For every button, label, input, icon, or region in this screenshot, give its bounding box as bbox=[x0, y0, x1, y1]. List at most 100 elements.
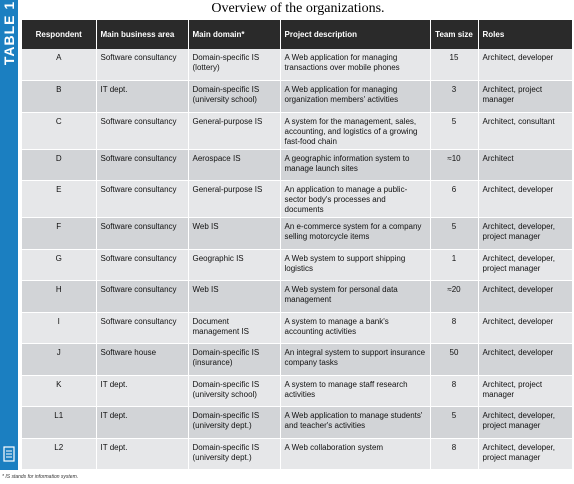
cell-business-area: Software consultancy bbox=[96, 217, 189, 250]
cell-domain: Web IS bbox=[188, 280, 281, 313]
table-row: D Software consultancy Aerospace IS A ge… bbox=[22, 149, 573, 181]
cell-description: A system to manage a bank's accounting a… bbox=[280, 312, 431, 344]
cell-team-size: 6 bbox=[430, 180, 479, 218]
table-footnote: * IS stands for information system. bbox=[2, 474, 79, 480]
table-row: B IT dept. Domain-specific IS (universit… bbox=[22, 80, 573, 113]
cell-team-size: 8 bbox=[430, 312, 479, 344]
cell-respondent: G bbox=[22, 249, 97, 281]
table-row: H Software consultancy Web IS A Web syst… bbox=[22, 280, 573, 313]
cell-description: A Web application to manage students' an… bbox=[280, 406, 431, 439]
cell-team-size: 15 bbox=[430, 49, 479, 81]
cell-roles: Architect, developer bbox=[478, 280, 573, 313]
cell-description: A Web system to support shipping logisti… bbox=[280, 249, 431, 281]
cell-domain: Document management IS bbox=[188, 312, 281, 344]
cell-team-size: 5 bbox=[430, 406, 479, 439]
cell-domain: Domain-specific IS (insurance) bbox=[188, 343, 281, 376]
cell-roles: Architect, developer, project manager bbox=[478, 249, 573, 281]
cell-description: An e-commerce system for a company selli… bbox=[280, 217, 431, 250]
cell-domain: Aerospace IS bbox=[188, 149, 281, 181]
cell-respondent: L1 bbox=[22, 406, 97, 439]
cell-description: A Web collaboration system bbox=[280, 438, 431, 470]
organizations-table: Respondent Main business area Main domai… bbox=[22, 20, 573, 470]
cell-respondent: J bbox=[22, 343, 97, 376]
cell-respondent: F bbox=[22, 217, 97, 250]
cell-business-area: Software consultancy bbox=[96, 312, 189, 344]
cell-team-size: ≈10 bbox=[430, 149, 479, 181]
cell-roles: Architect, developer bbox=[478, 180, 573, 218]
table-row: A Software consultancy Domain-specific I… bbox=[22, 49, 573, 81]
table-row: F Software consultancy Web IS An e-comme… bbox=[22, 217, 573, 250]
table-row: I Software consultancy Document manageme… bbox=[22, 312, 573, 344]
cell-respondent: H bbox=[22, 280, 97, 313]
header-respondent: Respondent bbox=[22, 20, 97, 49]
cell-roles: Architect, developer, project manager bbox=[478, 217, 573, 250]
table-row: E Software consultancy General-purpose I… bbox=[22, 180, 573, 218]
cell-roles: Architect, developer, project manager bbox=[478, 406, 573, 439]
cell-domain: Domain-specific IS (university dept.) bbox=[188, 406, 281, 439]
cell-business-area: Software consultancy bbox=[96, 112, 189, 150]
cell-respondent: I bbox=[22, 312, 97, 344]
cell-business-area: IT dept. bbox=[96, 375, 189, 407]
cell-roles: Architect, developer bbox=[478, 343, 573, 376]
document-icon bbox=[3, 446, 15, 462]
cell-team-size: 8 bbox=[430, 438, 479, 470]
cell-team-size: 3 bbox=[430, 80, 479, 113]
cell-respondent: E bbox=[22, 180, 97, 218]
cell-team-size: 8 bbox=[430, 375, 479, 407]
table-title: Overview of the organizations. bbox=[211, 1, 385, 16]
cell-description: An application to manage a public-sector… bbox=[280, 180, 431, 218]
cell-description: A system to manage staff research activi… bbox=[280, 375, 431, 407]
cell-roles: Architect, developer bbox=[478, 312, 573, 344]
cell-business-area: Software house bbox=[96, 343, 189, 376]
cell-description: A system for the management, sales, acco… bbox=[280, 112, 431, 150]
cell-roles: Architect, developer bbox=[478, 49, 573, 81]
header-team-size: Team size bbox=[430, 20, 479, 49]
cell-description: A Web application for managing organizat… bbox=[280, 80, 431, 113]
table-row: L2 IT dept. Domain-specific IS (universi… bbox=[22, 438, 573, 470]
cell-business-area: Software consultancy bbox=[96, 149, 189, 181]
cell-roles: Architect bbox=[478, 149, 573, 181]
header-project-description: Project description bbox=[280, 20, 431, 49]
cell-business-area: IT dept. bbox=[96, 80, 189, 113]
header-main-domain: Main domain* bbox=[188, 20, 281, 49]
cell-roles: Architect, project manager bbox=[478, 375, 573, 407]
cell-description: An integral system to support insurance … bbox=[280, 343, 431, 376]
cell-team-size: ≈20 bbox=[430, 280, 479, 313]
table-side-tab: TABLE 1 bbox=[0, 0, 18, 470]
cell-business-area: IT dept. bbox=[96, 406, 189, 439]
cell-domain: General-purpose IS bbox=[188, 112, 281, 150]
header-business-area: Main business area bbox=[96, 20, 189, 49]
cell-business-area: IT dept. bbox=[96, 438, 189, 470]
cell-respondent: B bbox=[22, 80, 97, 113]
cell-business-area: Software consultancy bbox=[96, 249, 189, 281]
cell-domain: Domain-specific IS (university school) bbox=[188, 80, 281, 113]
table-header-row: Respondent Main business area Main domai… bbox=[22, 20, 573, 49]
cell-business-area: Software consultancy bbox=[96, 280, 189, 313]
table-row: G Software consultancy Geographic IS A W… bbox=[22, 249, 573, 281]
header-roles: Roles bbox=[478, 20, 573, 49]
cell-respondent: D bbox=[22, 149, 97, 181]
cell-domain: General-purpose IS bbox=[188, 180, 281, 218]
cell-team-size: 5 bbox=[430, 217, 479, 250]
table-row: C Software consultancy General-purpose I… bbox=[22, 112, 573, 150]
cell-domain: Web IS bbox=[188, 217, 281, 250]
cell-description: A Web system for personal data managemen… bbox=[280, 280, 431, 313]
table-row: L1 IT dept. Domain-specific IS (universi… bbox=[22, 406, 573, 439]
cell-respondent: A bbox=[22, 49, 97, 81]
cell-description: A geographic information system to manag… bbox=[280, 149, 431, 181]
cell-respondent: K bbox=[22, 375, 97, 407]
cell-domain: Domain-specific IS (lottery) bbox=[188, 49, 281, 81]
cell-business-area: Software consultancy bbox=[96, 180, 189, 218]
table-row: K IT dept. Domain-specific IS (universit… bbox=[22, 375, 573, 407]
cell-business-area: Software consultancy bbox=[96, 49, 189, 81]
table-number-label: TABLE 1 bbox=[1, 0, 17, 66]
cell-roles: Architect, project manager bbox=[478, 80, 573, 113]
cell-roles: Architect, consultant bbox=[478, 112, 573, 150]
cell-domain: Geographic IS bbox=[188, 249, 281, 281]
cell-domain: Domain-specific IS (university school) bbox=[188, 375, 281, 407]
cell-team-size: 1 bbox=[430, 249, 479, 281]
cell-respondent: C bbox=[22, 112, 97, 150]
cell-domain: Domain-specific IS (university dept.) bbox=[188, 438, 281, 470]
cell-respondent: L2 bbox=[22, 438, 97, 470]
cell-team-size: 5 bbox=[430, 112, 479, 150]
